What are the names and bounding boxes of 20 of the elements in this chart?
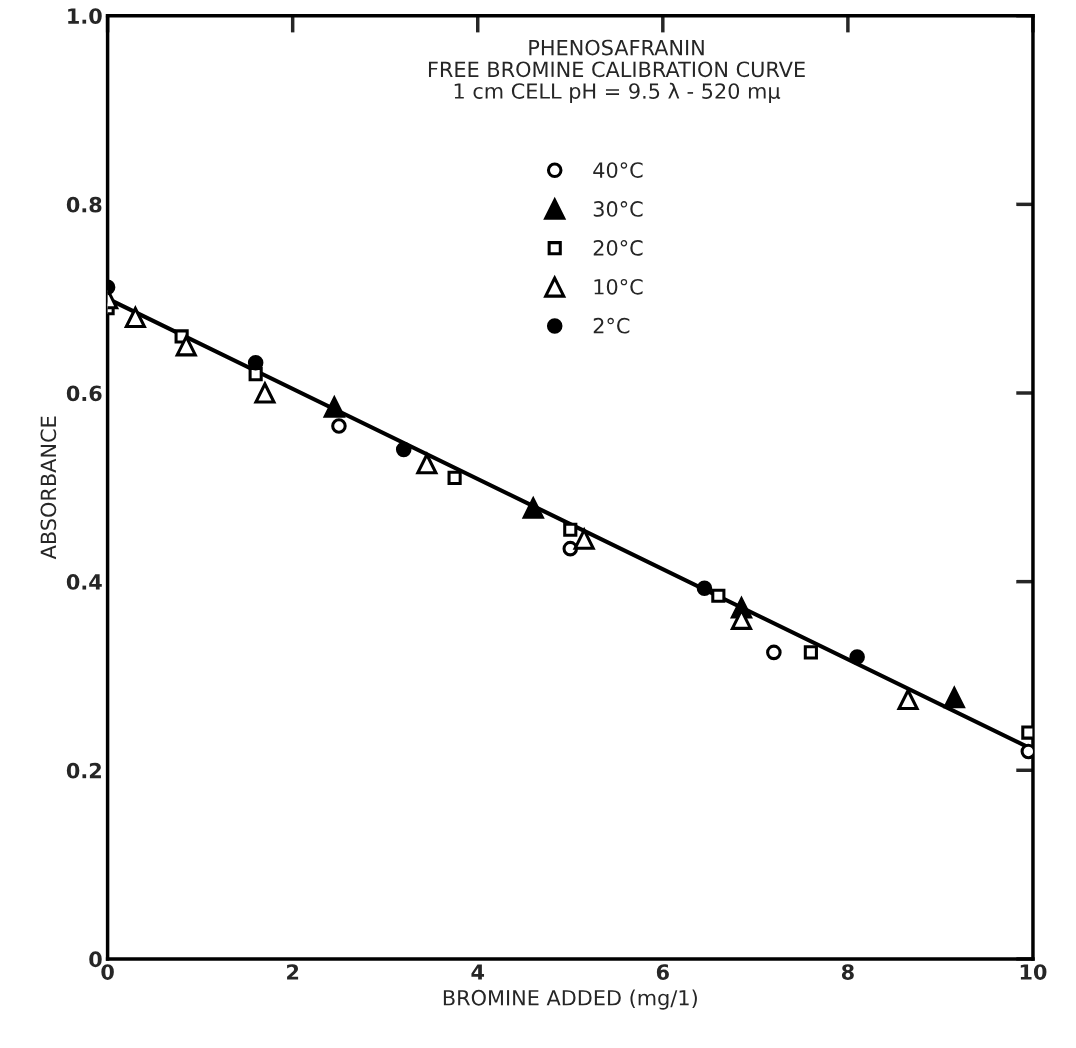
legend-label: 10°C xyxy=(594,278,643,295)
y-tick-label: 0.4 xyxy=(66,574,102,590)
x-tick-label: 0 xyxy=(101,964,114,980)
text: PHENOSAFRANIN FREE BROMINE CALIBRATION CURVE 1 cm CELL pH = 9.5 λ - 520 mμ xyxy=(428,39,805,103)
x-tick-label: 6 xyxy=(656,964,669,980)
x-tick-label: 4 xyxy=(471,964,485,980)
y-tick-label: 0.6 xyxy=(66,385,102,402)
y-tick-label: 0.2 xyxy=(66,762,101,779)
x-tick-label: 8 xyxy=(841,964,854,980)
x-tick-label: 2 xyxy=(287,964,299,980)
y-tick-label: 0 xyxy=(89,951,102,968)
legend-label: 2°C xyxy=(593,317,630,334)
y-axis-title: ABSORBANCE xyxy=(40,416,57,560)
legend-label: 30°C xyxy=(593,201,643,217)
y-tick-label: 0.8 xyxy=(66,196,102,213)
legend-label: 20°C xyxy=(593,240,643,256)
y-tick-label: 1.0 xyxy=(68,8,102,24)
x-tick-label: 10 xyxy=(1020,964,1047,980)
legend-label: 40°C xyxy=(593,162,643,178)
x-axis-title: BROMINE ADDED (mg/1) xyxy=(443,989,697,1010)
